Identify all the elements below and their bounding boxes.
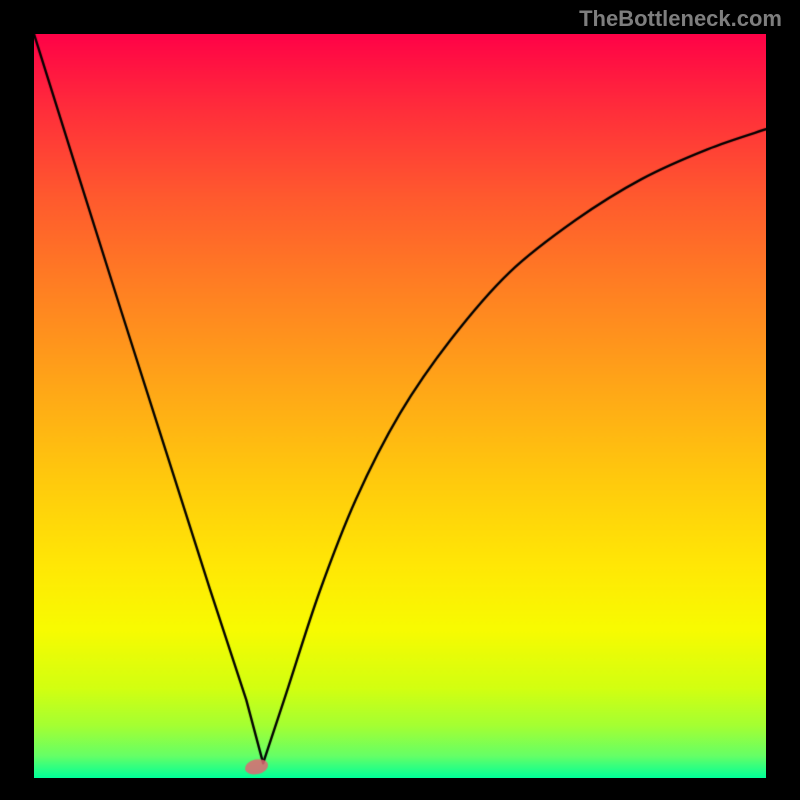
plot-area (34, 34, 766, 778)
figure-root: TheBottleneck.com (0, 0, 800, 800)
bottleneck-curve (34, 34, 766, 778)
watermark-text: TheBottleneck.com (579, 6, 782, 32)
